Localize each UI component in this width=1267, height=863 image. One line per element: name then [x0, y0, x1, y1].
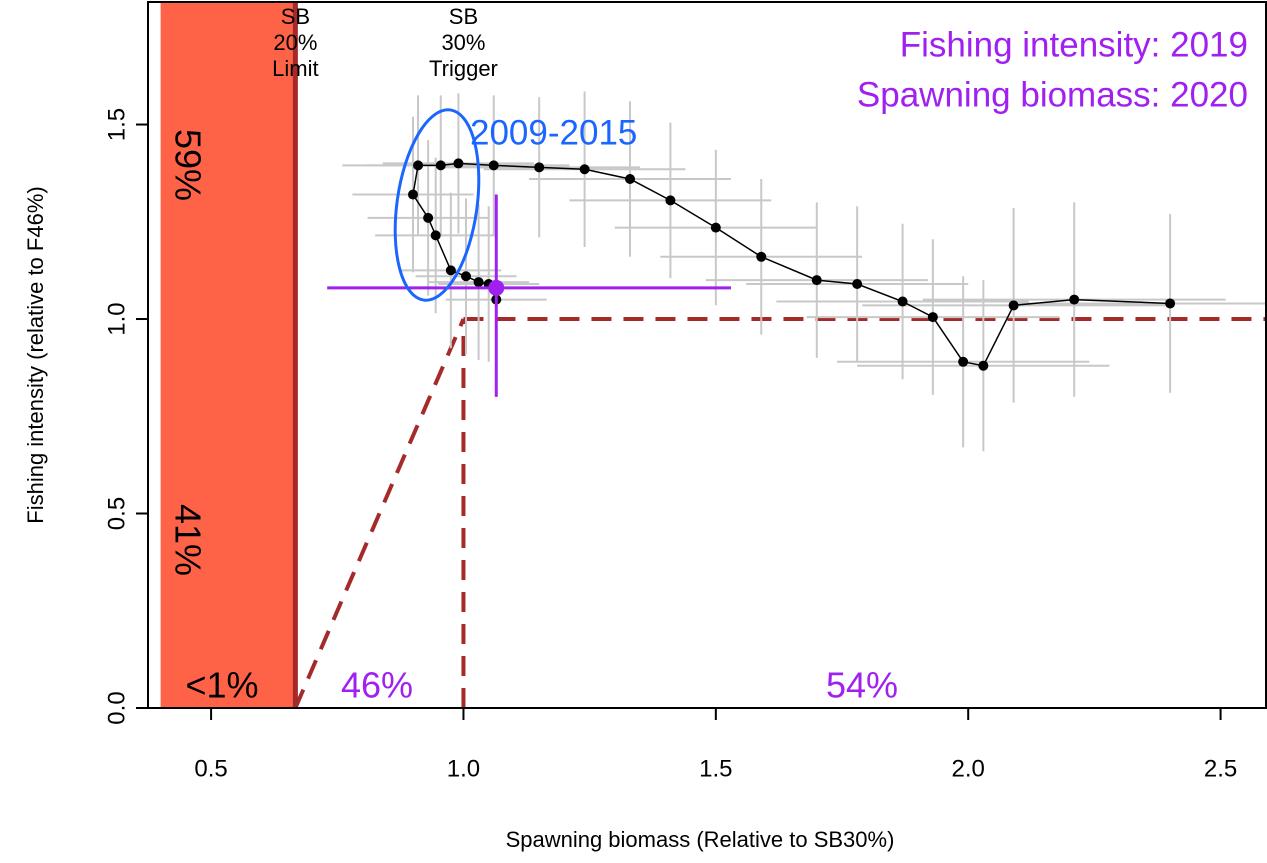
point: [460, 271, 471, 282]
limit-label: SB: [281, 4, 310, 29]
point: [756, 251, 767, 262]
y-axis-label: Fishing intensity (relative to F46%): [23, 186, 48, 523]
point: [445, 265, 456, 276]
point: [407, 189, 418, 200]
trajectory-line: [412, 162, 1171, 367]
trigger-label: SB: [449, 4, 478, 29]
quadrant-label: 41%: [167, 504, 208, 576]
point: [488, 160, 499, 171]
point: [579, 164, 590, 175]
point: [413, 160, 424, 171]
point: [423, 212, 434, 223]
quadrant-label: 54%: [826, 665, 898, 706]
point: [710, 222, 721, 233]
point: [927, 312, 938, 323]
quadrant-label: 59%: [167, 129, 208, 201]
y-tick-label: 1.5: [103, 108, 130, 141]
point: [1069, 294, 1080, 305]
x-tick-label: 1.0: [447, 755, 480, 782]
annotation-ellipse: [393, 108, 481, 302]
point: [1165, 298, 1176, 309]
point: [534, 162, 545, 173]
annotation: 2009-2015: [470, 113, 637, 152]
point: [435, 160, 446, 171]
y-tick-label: 1.0: [103, 302, 130, 335]
limit-label: 20%: [273, 30, 317, 55]
plot-frame: [147, 1, 1267, 709]
quadrant-label: 46%: [341, 665, 413, 706]
trigger-label: 30%: [441, 30, 485, 55]
point: [897, 296, 908, 307]
point: [1008, 300, 1019, 311]
ramp-line: [293, 318, 466, 709]
x-tick-label: 2.5: [1204, 755, 1237, 782]
y-tick-label: 0.5: [103, 497, 130, 530]
x-tick-label: 0.5: [194, 755, 227, 782]
x-tick-label: 2.0: [952, 755, 985, 782]
point: [811, 275, 822, 286]
quadrant-label: <1%: [185, 665, 258, 706]
y-tick-label: 0.0: [103, 691, 130, 724]
point: [473, 277, 484, 288]
trigger-label: Trigger: [429, 56, 498, 81]
point: [625, 173, 636, 184]
point: [958, 356, 969, 367]
chart-title: Fishing intensity: 2019: [900, 25, 1248, 64]
x-axis-label: Spawning biomass (Relative to SB30%): [506, 827, 895, 852]
point: [453, 158, 464, 169]
limit-label: Limit: [272, 56, 318, 81]
point: [852, 279, 863, 290]
chart-title: Spawning biomass: 2020: [857, 75, 1248, 114]
current-point: [488, 279, 505, 296]
point: [430, 230, 441, 241]
limit-zone: [160, 2, 296, 708]
point: [665, 195, 676, 206]
x-tick-label: 1.5: [699, 755, 732, 782]
point: [978, 360, 989, 371]
